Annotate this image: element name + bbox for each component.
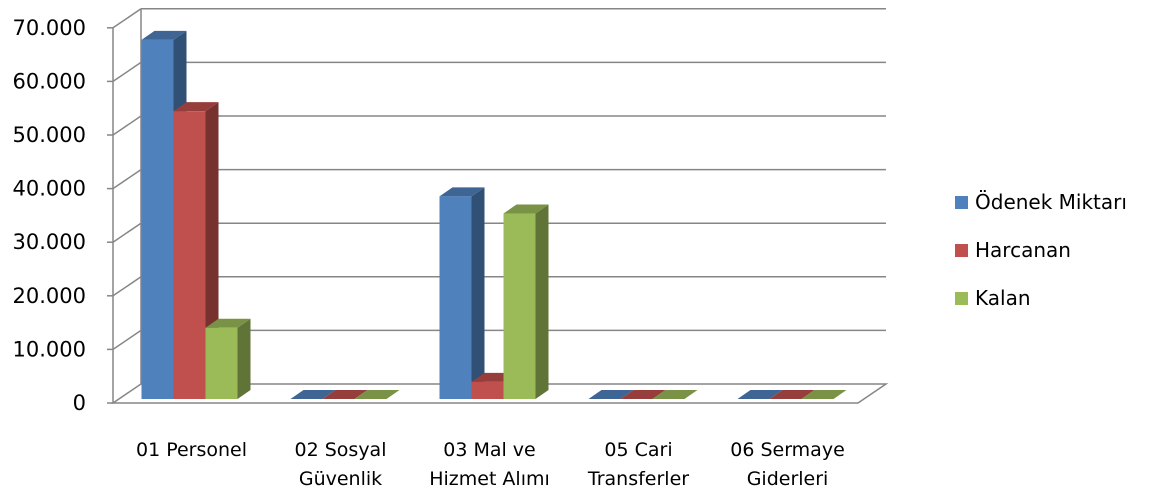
- gridline-side: [112, 329, 142, 351]
- bar-side: [237, 318, 251, 399]
- legend-swatch: [955, 196, 968, 209]
- bar: [439, 187, 485, 399]
- y-tick-label: 50.000: [13, 123, 86, 147]
- floor: [110, 383, 889, 404]
- x-category-label: 06 Sermaye: [730, 439, 845, 461]
- bar-top: [652, 390, 698, 399]
- y-tick-label: 70.000: [13, 16, 86, 40]
- x-category-label: 01 Personel: [136, 439, 247, 461]
- bar-top: [801, 390, 847, 399]
- bars: [141, 30, 847, 399]
- bar-side: [535, 204, 549, 399]
- bar-side: [471, 187, 485, 399]
- bar-top: [173, 102, 219, 112]
- x-category-label: 05 Cari: [604, 439, 672, 461]
- bar: [801, 390, 847, 399]
- bar-front: [141, 39, 174, 399]
- bar: [354, 390, 400, 399]
- y-tick-label: 0: [73, 391, 86, 415]
- bar: [205, 318, 251, 399]
- bar-front: [471, 381, 504, 399]
- bar: [652, 390, 698, 399]
- x-category-label: Transferler: [587, 468, 689, 490]
- x-category-label: Hizmet Alımı: [429, 468, 550, 490]
- bar-top: [439, 187, 485, 197]
- gridline-side: [112, 222, 142, 243]
- bar: [290, 390, 336, 399]
- x-axis-categories: 01 Personel 02 Sosyal Güvenlik 03 Mal ve Hiz…: [136, 439, 845, 490]
- bar-top: [769, 390, 815, 399]
- bar-top: [503, 204, 549, 214]
- bar-top: [354, 390, 400, 399]
- chart-walls: [110, 8, 889, 404]
- gridline-side: [112, 61, 142, 83]
- bar: [322, 390, 368, 399]
- bar-top: [588, 390, 634, 399]
- bar-front: [439, 196, 472, 399]
- bar-top: [290, 390, 336, 399]
- y-axis-ticks: 0 10.000 20.000 30.000 40.000 50.000 60.000 70.…: [13, 16, 86, 415]
- bar-top: [141, 30, 187, 40]
- bar-front: [205, 327, 238, 399]
- y-tick-label: 60.000: [13, 69, 86, 93]
- legend: Ödenek Miktarı Harcanan Kalan: [955, 190, 1127, 310]
- y-tick-label: 40.000: [13, 177, 86, 201]
- gridline-side: [112, 276, 142, 297]
- bar: [769, 390, 815, 399]
- x-category-label: 03 Mal ve: [443, 439, 536, 461]
- legend-swatch: [955, 244, 968, 257]
- legend-swatch: [955, 292, 968, 305]
- bar: [503, 204, 549, 399]
- bar: [737, 390, 783, 399]
- bar-top: [322, 390, 368, 399]
- bar-top: [620, 390, 666, 399]
- bar-top: [205, 318, 251, 328]
- bar-top: [737, 390, 783, 399]
- gridline-side: [112, 115, 142, 136]
- gridline-side: [112, 168, 142, 190]
- bar: [620, 390, 666, 399]
- x-category-label: Güvenlik: [299, 468, 382, 490]
- legend-label: Kalan: [975, 286, 1031, 310]
- bar-front: [173, 111, 206, 399]
- gridline-side: [112, 8, 142, 29]
- bar-front: [503, 213, 536, 399]
- y-tick-label: 30.000: [13, 230, 86, 254]
- y-tick-label: 10.000: [13, 337, 86, 361]
- legend-label: Ödenek Miktarı: [975, 190, 1127, 214]
- x-category-label: Giderleri: [747, 468, 829, 490]
- bar: [588, 390, 634, 399]
- x-category-label: 02 Sosyal: [295, 439, 387, 461]
- y-tick-label: 20.000: [13, 284, 86, 308]
- legend-label: Harcanan: [975, 238, 1071, 262]
